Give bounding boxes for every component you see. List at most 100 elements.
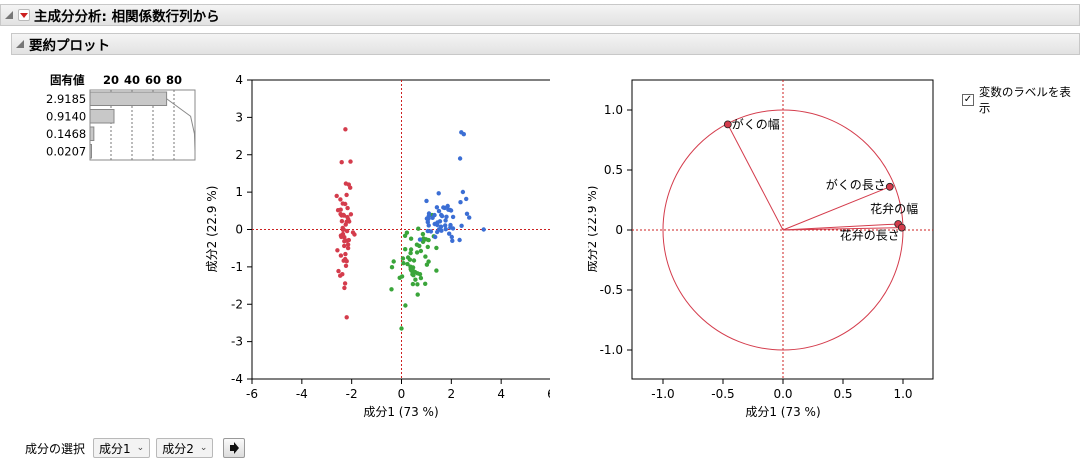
score-point bbox=[443, 218, 448, 223]
score-point bbox=[336, 268, 341, 274]
eigen-bar bbox=[89, 144, 92, 159]
loading-ytick-label: 1.0 bbox=[604, 103, 623, 117]
score-point bbox=[408, 247, 414, 252]
score-point bbox=[444, 214, 449, 219]
eigen-value: 0.1468 bbox=[46, 127, 86, 141]
score-point bbox=[342, 281, 348, 286]
score-point bbox=[338, 253, 344, 258]
score-point bbox=[443, 223, 448, 228]
score-ytick-label: -4 bbox=[231, 372, 243, 386]
eigen-bar bbox=[89, 91, 168, 106]
score-point bbox=[405, 261, 410, 267]
score-point bbox=[430, 215, 435, 220]
score-point bbox=[347, 219, 352, 224]
loading-label: がくの幅 bbox=[732, 116, 780, 131]
score-point bbox=[400, 256, 406, 261]
score-point bbox=[415, 292, 420, 297]
score-point bbox=[426, 211, 432, 216]
score-point bbox=[459, 223, 464, 228]
score-point bbox=[338, 273, 343, 278]
score-point bbox=[424, 216, 430, 221]
score-ytick-label: 4 bbox=[235, 73, 243, 87]
show-labels-checkbox[interactable]: ✓ 変数のラベルを表示 bbox=[962, 84, 1081, 116]
score-point bbox=[461, 132, 466, 137]
score-xtick-label: 0 bbox=[398, 387, 406, 401]
score-point bbox=[424, 198, 429, 204]
score-point bbox=[350, 230, 356, 235]
score-point bbox=[435, 229, 440, 235]
score-ytick-label: 3 bbox=[235, 110, 243, 124]
score-point bbox=[425, 228, 430, 234]
component-selector: 成分の選択 成分1 ⌄ 成分2 ⌄ bbox=[25, 438, 246, 458]
score-point bbox=[409, 268, 414, 273]
score-ylabel: 成分2 (22.9 %) bbox=[205, 186, 219, 273]
score-point bbox=[434, 268, 439, 273]
eigen-bar bbox=[89, 126, 95, 141]
eigen-bar bbox=[89, 109, 115, 124]
score-point bbox=[436, 208, 442, 214]
loading-vector bbox=[782, 223, 899, 231]
score-point bbox=[433, 234, 438, 240]
score-point bbox=[410, 281, 416, 287]
score-point bbox=[458, 200, 463, 205]
outline-header[interactable]: 要約プロット bbox=[11, 33, 1080, 55]
score-point bbox=[343, 263, 349, 268]
score-xtick-label: -2 bbox=[346, 387, 358, 401]
score-ytick-label: -3 bbox=[231, 335, 243, 349]
report-header[interactable]: 主成分分析: 相関係数行列から bbox=[0, 4, 1080, 26]
score-point bbox=[434, 205, 440, 210]
loading-point bbox=[723, 120, 732, 129]
score-point bbox=[423, 254, 428, 259]
checkmark-icon[interactable]: ✓ bbox=[962, 94, 974, 106]
eigen-value: 0.9140 bbox=[46, 110, 86, 124]
score-xtick-label: -6 bbox=[246, 387, 258, 401]
score-point bbox=[338, 197, 343, 202]
score-ytick-label: 0 bbox=[235, 223, 243, 237]
red-triangle-menu-icon[interactable] bbox=[18, 9, 30, 21]
eigen-scale-label: 80 bbox=[166, 73, 182, 87]
score-point bbox=[342, 285, 347, 291]
loading-vector bbox=[782, 227, 902, 231]
score-point bbox=[415, 282, 420, 287]
score-point bbox=[345, 205, 350, 211]
loading-ytick-label: 0 bbox=[615, 223, 623, 237]
score-point bbox=[413, 277, 418, 282]
score-point bbox=[334, 193, 339, 199]
score-point bbox=[340, 227, 346, 232]
score-point bbox=[411, 258, 417, 263]
score-point bbox=[425, 219, 430, 225]
score-point bbox=[420, 231, 426, 237]
chevron-down-icon: ⌄ bbox=[136, 443, 145, 453]
score-point bbox=[389, 287, 394, 292]
score-point bbox=[339, 160, 344, 165]
score-point bbox=[339, 234, 344, 240]
score-point bbox=[401, 261, 406, 266]
loading-point bbox=[897, 223, 906, 232]
score-point bbox=[403, 247, 408, 252]
score-point bbox=[417, 237, 423, 242]
score-ytick-label: 1 bbox=[235, 185, 243, 199]
loading-xtick-label: 0.0 bbox=[773, 387, 792, 401]
component-y-select[interactable]: 成分2 ⌄ bbox=[156, 438, 214, 458]
component-x-value: 成分1 bbox=[99, 441, 131, 456]
score-point bbox=[443, 227, 448, 232]
score-xlabel: 成分1 (73 %) bbox=[363, 405, 438, 419]
disclosure-triangle-icon[interactable] bbox=[5, 11, 13, 19]
eigen-value: 0.0207 bbox=[46, 145, 86, 159]
score-point bbox=[403, 303, 408, 308]
score-point bbox=[436, 191, 441, 196]
score-point bbox=[423, 281, 428, 286]
disclosure-triangle-icon[interactable] bbox=[16, 40, 24, 48]
loading-plot: 1.0 0.5 0 -0.5 -1.0 -1.0 -0.5 0.0 0.5 1.0 がくの幅がく… bbox=[588, 79, 934, 419]
score-point bbox=[348, 212, 354, 217]
component-x-select[interactable]: 成分1 ⌄ bbox=[93, 438, 151, 458]
score-point bbox=[408, 236, 414, 241]
loading-label: 花弁の長さ bbox=[840, 228, 900, 243]
eigen-scale-label: 40 bbox=[124, 73, 140, 87]
score-point bbox=[416, 226, 421, 231]
eigen-scale-label: 60 bbox=[145, 73, 161, 87]
loading-xtick-label: -0.5 bbox=[711, 387, 734, 401]
score-point bbox=[424, 262, 430, 267]
go-button[interactable] bbox=[223, 438, 246, 458]
